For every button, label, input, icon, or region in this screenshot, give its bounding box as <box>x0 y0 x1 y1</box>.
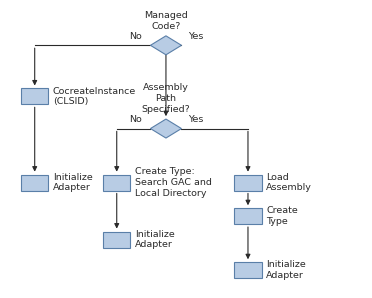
Text: Yes: Yes <box>188 32 204 41</box>
Bar <box>234 175 262 191</box>
Bar <box>21 89 48 105</box>
Bar <box>103 175 131 191</box>
Polygon shape <box>150 119 182 138</box>
Text: Yes: Yes <box>188 115 204 124</box>
Text: Initialize
Adapter: Initialize Adapter <box>135 230 174 249</box>
Text: No: No <box>129 32 142 41</box>
Text: Assembly
Path
Specified?: Assembly Path Specified? <box>142 83 190 114</box>
Text: Create
Type: Create Type <box>266 206 298 226</box>
Text: Managed
Code?: Managed Code? <box>144 11 188 31</box>
Bar <box>21 175 48 191</box>
Bar <box>234 208 262 224</box>
Text: CocreateInstance
(CLSID): CocreateInstance (CLSID) <box>53 86 136 106</box>
Bar <box>234 262 262 278</box>
Bar <box>103 232 131 248</box>
Text: Initialize
Adapter: Initialize Adapter <box>266 260 306 280</box>
Text: No: No <box>129 115 142 124</box>
Polygon shape <box>150 36 182 55</box>
Text: Create Type:
Search GAC and
Local Directory: Create Type: Search GAC and Local Direct… <box>135 167 212 198</box>
Text: Load
Assembly: Load Assembly <box>266 173 312 193</box>
Text: Initialize
Adapter: Initialize Adapter <box>53 173 93 193</box>
